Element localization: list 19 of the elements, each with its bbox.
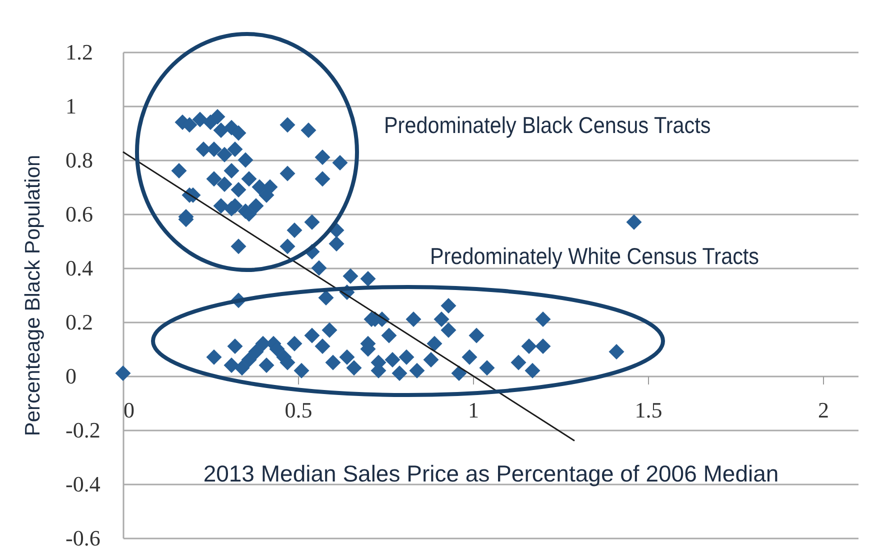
y-tick-label: 0.8 <box>66 148 93 172</box>
x-axis-title: 2013 Median Sales Price as Percentage of 2006 Median <box>203 460 779 486</box>
y-tick-label: -0.2 <box>66 418 100 442</box>
y-tick-label: 0 <box>66 364 76 388</box>
annotation: Predominately White Census Tracts <box>430 243 760 270</box>
y-axis-title: Percenteage Black Population <box>22 154 44 436</box>
x-tick-label: 0 <box>124 398 134 422</box>
x-tick-label: 0.5 <box>284 398 312 422</box>
annotation: Predominately Black Census Tracts <box>384 112 711 139</box>
y-tick-label: 1.2 <box>66 40 93 64</box>
x-tick-label: 2 <box>818 398 829 422</box>
y-tick-label: 0.4 <box>66 256 93 280</box>
y-tick-label: 1 <box>66 94 76 118</box>
y-tick-label: -0.6 <box>66 526 100 550</box>
x-tick-label: 1 <box>468 398 479 422</box>
x-tick-label: 1.5 <box>634 398 662 422</box>
y-tick-label: -0.4 <box>66 472 100 496</box>
y-tick-label: 0.2 <box>66 310 93 334</box>
y-tick-label: 0.6 <box>66 202 93 226</box>
